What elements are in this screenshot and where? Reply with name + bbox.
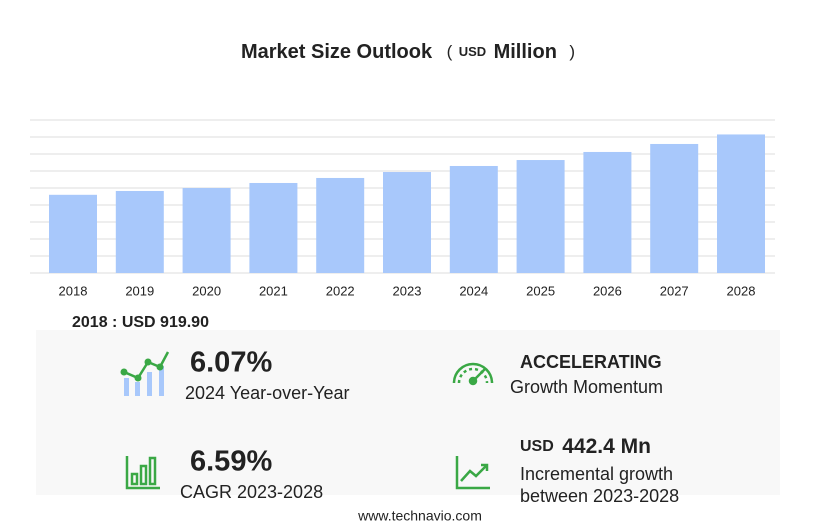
x-tick-label: 2019 [125, 283, 154, 298]
kpi-currency: USD [520, 438, 554, 455]
increment-icon [455, 456, 490, 490]
x-tick-label: 2027 [660, 283, 689, 298]
x-tick-label: 2021 [259, 283, 288, 298]
bar [115, 190, 164, 273]
yoy-icon [120, 351, 170, 396]
chart-title: Market Size Outlook [241, 41, 433, 63]
x-tick-label: 2020 [192, 283, 221, 298]
x-tick-label: 2026 [593, 283, 622, 298]
kpi-value-line: USD 442.4 Mn [520, 435, 651, 458]
x-tick-label: 2024 [459, 283, 488, 298]
kpi-label: CAGR 2023-2028 [180, 482, 323, 502]
bar [383, 172, 431, 273]
unit-name: Million [494, 41, 557, 63]
kpi-label: Growth Momentum [510, 377, 663, 397]
bar [449, 165, 498, 273]
summary-panel [36, 330, 780, 495]
x-tick-label: 2023 [393, 283, 422, 298]
x-tick-label: 2018 [59, 283, 88, 298]
x-tick-label: 2028 [727, 283, 756, 298]
footer: www.technavio.com [357, 508, 482, 524]
bar [516, 160, 565, 273]
bar [650, 143, 699, 273]
kpi-label: 2024 Year-over-Year [185, 383, 349, 403]
bar [49, 194, 97, 273]
kpi-value: ACCELERATING [520, 352, 662, 372]
kpi-value: 6.07% [190, 347, 272, 379]
bar [249, 182, 298, 273]
plot: 2018 2019 2020 2021 2022 2023 2024 2025 2026 2027… [30, 119, 775, 298]
bar [717, 134, 765, 273]
base-value: 2018 : USD 919.90 [72, 314, 209, 331]
bar [316, 177, 365, 273]
x-tick-label: 2025 [526, 283, 555, 298]
bar [583, 151, 632, 273]
chart-title-line: Market Size Outlook ( USD Million ) [241, 41, 575, 63]
x-tick-label: 2022 [326, 283, 355, 298]
unit-open: ( [447, 42, 453, 61]
kpi-label: Incremental growth [520, 464, 673, 484]
unit-close: ) [569, 42, 575, 61]
kpi-label: between 2023-2028 [520, 486, 679, 506]
kpi-value: 442.4 Mn [562, 435, 651, 458]
unit-currency: USD [459, 44, 486, 59]
cagr-icon [125, 456, 160, 490]
momentum-icon [452, 362, 494, 386]
bar [182, 188, 231, 273]
kpi-value: 6.59% [190, 446, 272, 478]
